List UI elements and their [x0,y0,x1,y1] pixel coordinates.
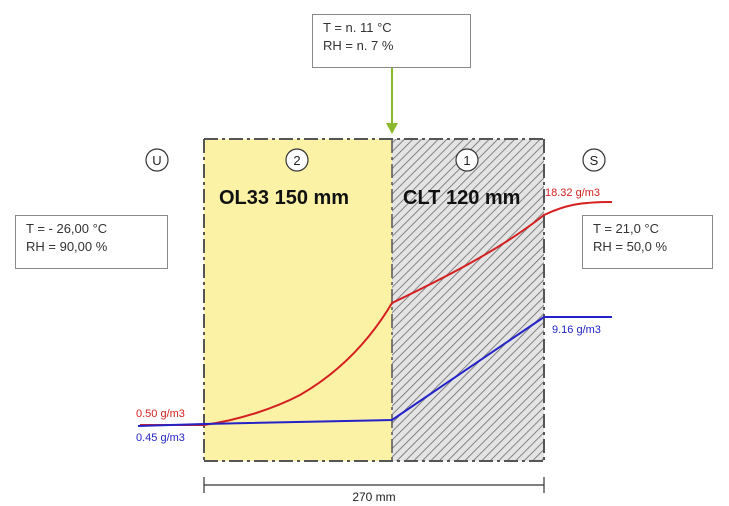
outside-temperature: T = - 26,00 °C [26,221,108,236]
inside-humidity: RH = 50,0 % [593,239,668,254]
vapour-start-label: 0.45 g/m3 [136,432,185,444]
layer-ol33 [204,139,392,461]
saturation-end-label: 18.32 g/m3 [545,187,600,199]
wall-edges [203,138,545,462]
layer-clt [392,139,544,461]
layer-clt-label: CLT 120 mm [403,187,520,209]
interface-conditions-box: T = n. 11 °C RH = n. 7 % [312,14,471,68]
dimension-line [203,477,545,493]
marker-1: 1 [463,153,470,168]
interface-humidity: RH = n. 7 % [323,38,394,53]
dimension-label: 270 mm [352,490,395,504]
marker-s-circle [582,148,606,172]
vapour-curve [137,316,612,427]
outside-conditions-box: T = - 26,00 °C RH = 90,00 % [15,215,168,269]
marker-1-circle [455,148,479,172]
saturation-start-label: 0.50 g/m3 [136,408,185,420]
saturation-curve [140,201,613,426]
interface-temperature: T = n. 11 °C [323,20,392,35]
marker-u: U [152,153,161,168]
marker-2: 2 [293,153,300,168]
vapour-end-label: 9.16 g/m3 [552,324,601,336]
marker-u-circle [145,148,169,172]
outside-humidity: RH = 90,00 % [26,239,108,254]
marker-s: S [590,153,599,168]
layer-ol33-label: OL33 150 mm [219,187,349,209]
inside-temperature: T = 21,0 °C [593,221,660,236]
interface-arrow [386,68,398,134]
marker-2-circle [285,148,309,172]
inside-conditions-box: T = 21,0 °C RH = 50,0 % [582,215,713,269]
